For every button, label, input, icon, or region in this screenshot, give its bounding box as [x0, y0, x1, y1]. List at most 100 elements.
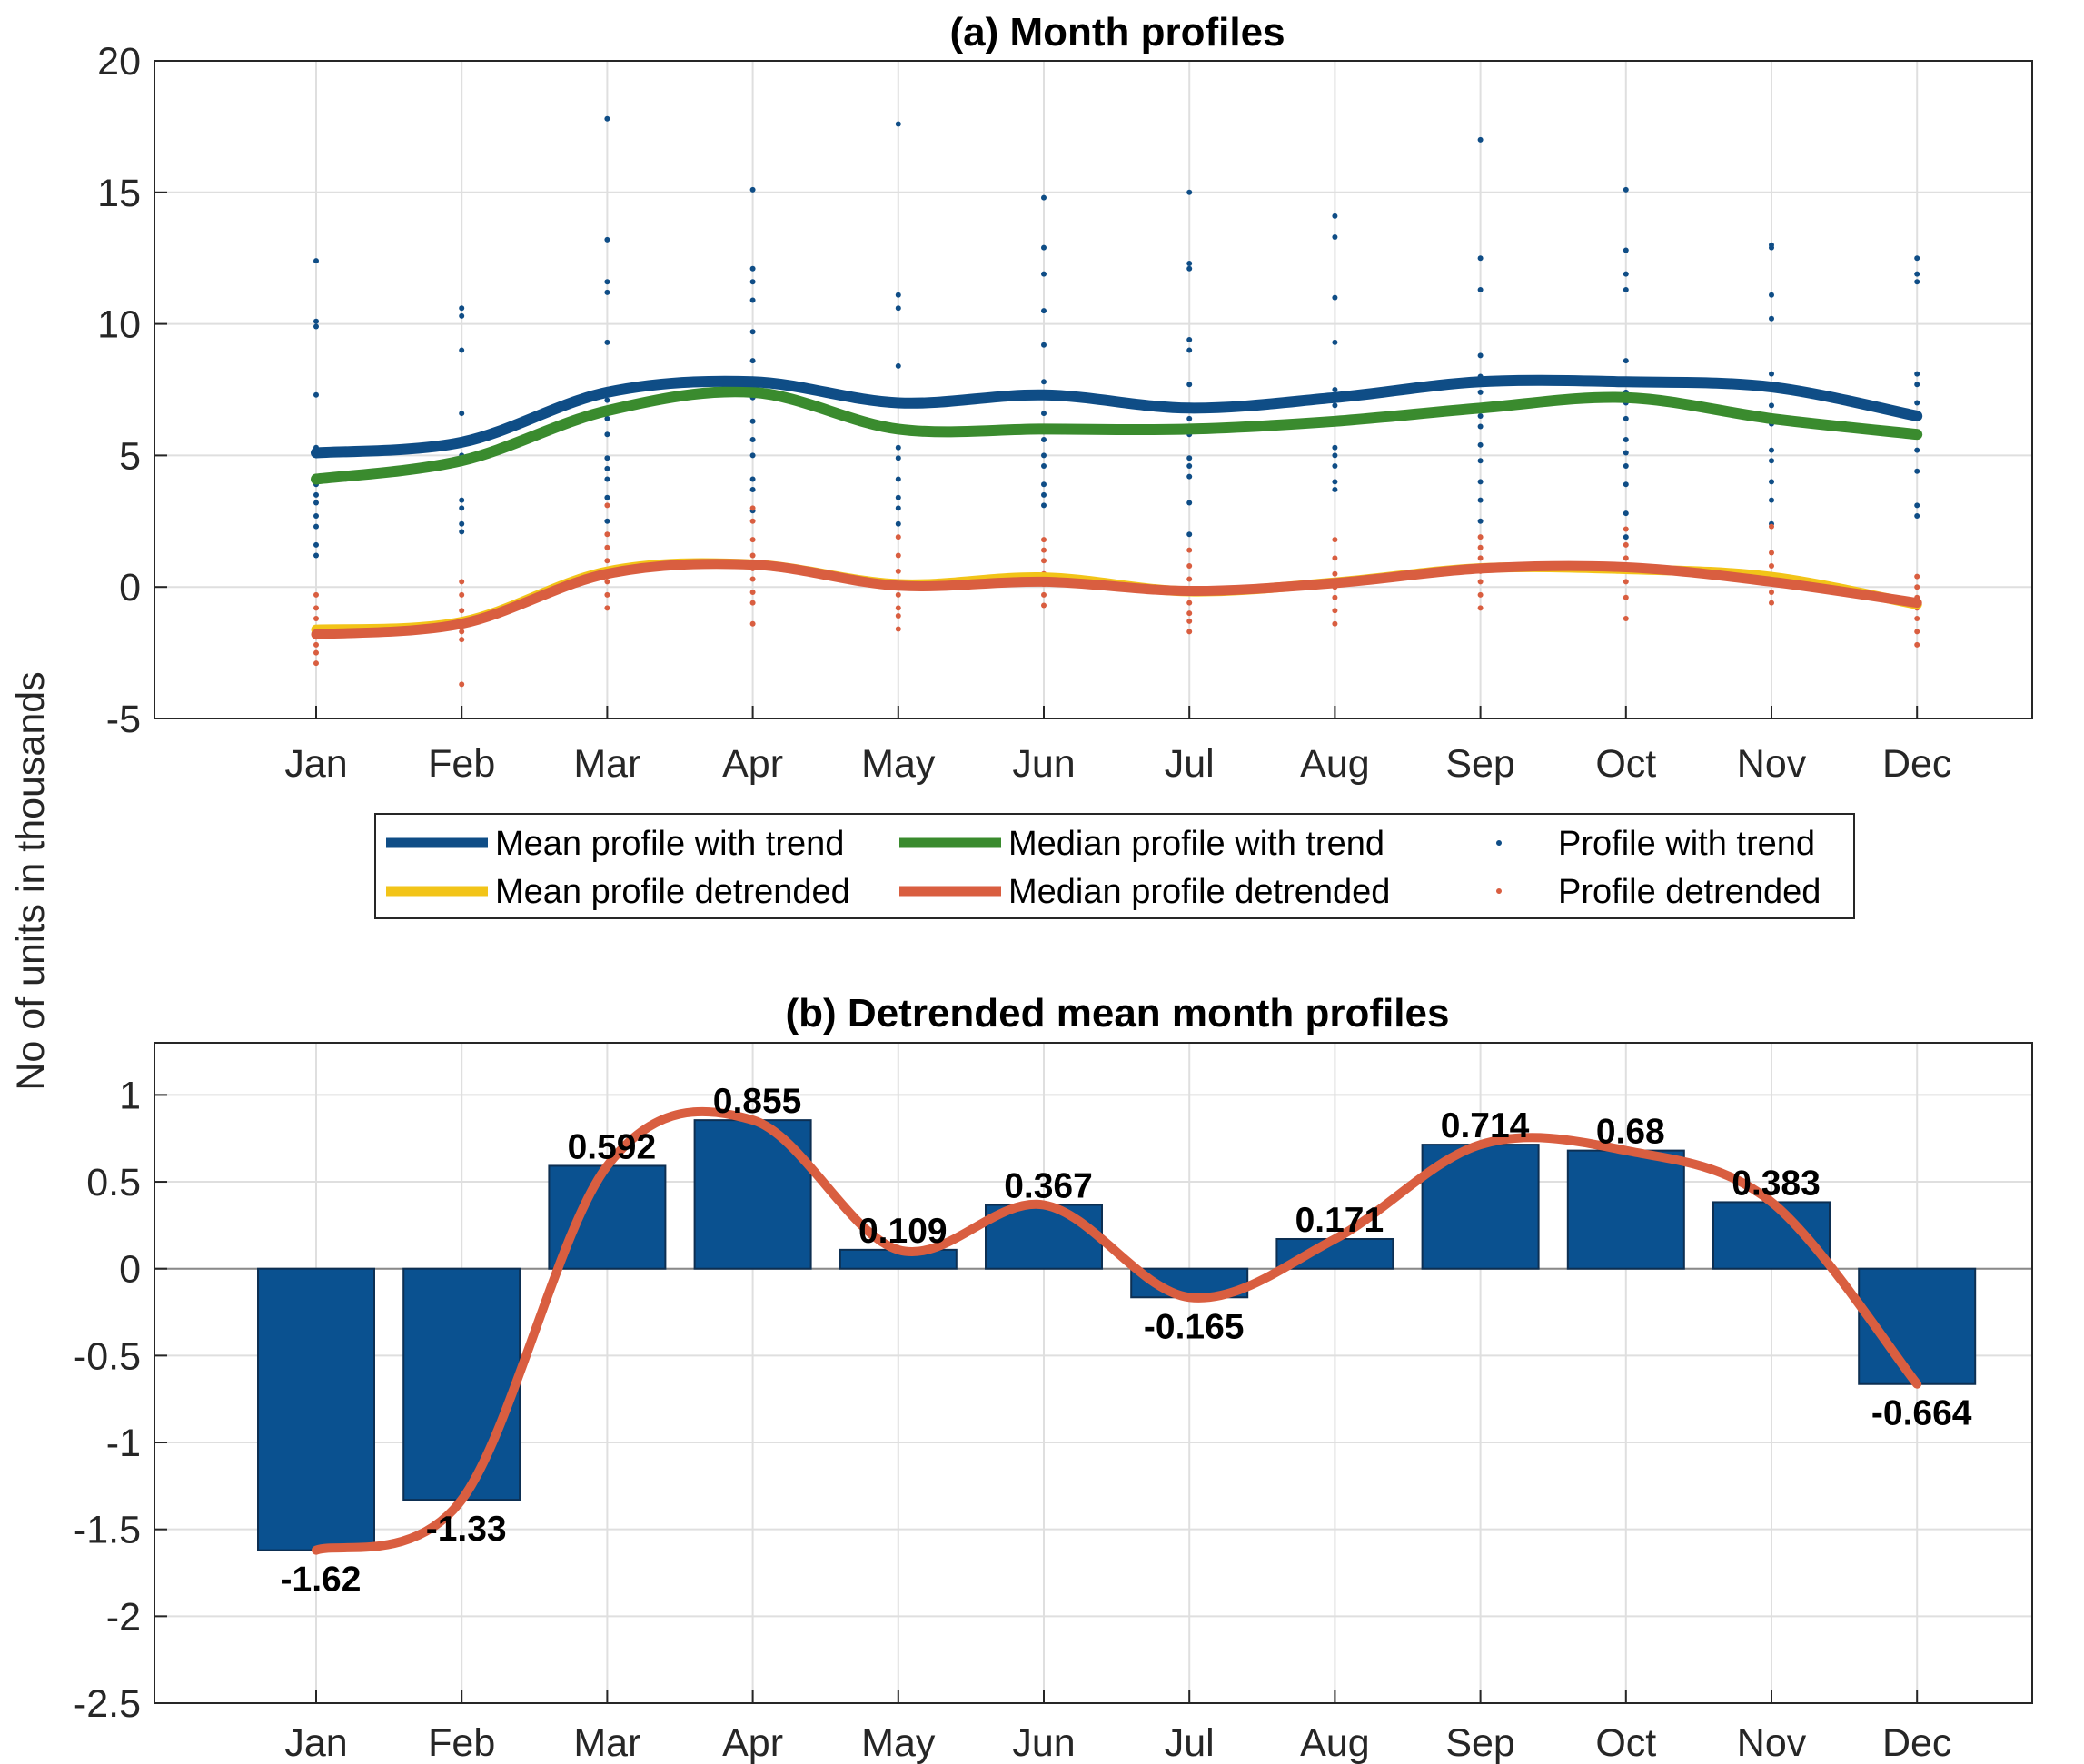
data-point — [1186, 610, 1193, 617]
data-point — [1914, 573, 1920, 580]
data-point — [1332, 555, 1338, 561]
data-point — [1041, 411, 1047, 417]
data-point — [749, 418, 756, 424]
bar-value-label: 0.367 — [1004, 1166, 1093, 1205]
data-point — [1041, 462, 1047, 469]
data-point — [604, 476, 610, 482]
data-point — [895, 494, 901, 500]
data-point — [604, 236, 610, 243]
data-point — [749, 576, 756, 582]
data-point — [1186, 531, 1193, 538]
y-tick-label: 0 — [119, 1248, 141, 1292]
bar-value-label: 0.68 — [1596, 1113, 1665, 1152]
data-point — [1914, 447, 1920, 453]
data-point — [1332, 570, 1338, 577]
x-tick-label: Mar — [573, 1721, 640, 1764]
data-point — [604, 115, 610, 122]
bar-value-label: -0.664 — [1871, 1394, 1972, 1433]
data-point — [604, 455, 610, 461]
data-point — [749, 600, 756, 606]
data-point — [1332, 294, 1338, 301]
data-point — [1623, 534, 1629, 540]
data-point — [313, 660, 319, 667]
data-point — [1186, 260, 1193, 266]
data-point — [1332, 234, 1338, 241]
data-point — [313, 605, 319, 611]
data-point — [749, 518, 756, 524]
data-point — [313, 323, 319, 330]
x-tick-label: Nov — [1737, 742, 1807, 786]
data-point — [1041, 437, 1047, 443]
data-point — [1623, 615, 1629, 621]
data-point — [749, 487, 756, 493]
x-tick-label: Dec — [1882, 742, 1951, 786]
data-point — [1769, 589, 1774, 595]
bar-value-label: 0.383 — [1732, 1164, 1821, 1203]
data-point — [313, 391, 319, 398]
data-point — [459, 608, 465, 614]
data-point — [1332, 620, 1338, 627]
data-point — [313, 641, 319, 648]
panel-b-axes-box — [154, 1042, 2033, 1704]
data-point — [604, 465, 610, 471]
data-point — [1041, 591, 1047, 598]
bar — [985, 1204, 1103, 1270]
bar-value-label: -0.165 — [1144, 1307, 1245, 1346]
data-point — [1769, 563, 1774, 570]
panel-b-y-ticks: 1 0.5 0 -0.5 -1 -1.5 -2 -2.5 — [74, 1074, 167, 1726]
data-point — [895, 362, 901, 369]
data-point — [1914, 371, 1920, 377]
data-point — [1041, 502, 1047, 509]
y-axis-label: No of units in thousands — [9, 671, 53, 1090]
bar-value-label: 0.855 — [713, 1082, 802, 1121]
data-point — [1186, 547, 1193, 553]
data-point — [1477, 497, 1484, 503]
data-point — [1914, 271, 1920, 277]
data-point — [1041, 308, 1047, 314]
panel-a-lines — [311, 374, 1923, 639]
data-point — [604, 339, 610, 345]
y-tick-label: 10 — [97, 303, 141, 347]
legend-box — [374, 813, 1855, 919]
data-point — [1769, 244, 1774, 251]
data-point — [1041, 342, 1047, 348]
x-tick-label: Dec — [1882, 1721, 1951, 1764]
data-point — [459, 579, 465, 585]
y-tick-label: 20 — [97, 40, 141, 84]
data-point — [1477, 352, 1484, 359]
data-point — [313, 491, 319, 498]
data-point — [1623, 286, 1629, 292]
x-tick-label: Jan — [284, 1721, 347, 1764]
y-tick-label: 5 — [119, 434, 141, 478]
data-point — [749, 358, 756, 364]
data-point — [1186, 618, 1193, 624]
data-point — [895, 605, 901, 611]
data-point — [1769, 447, 1774, 453]
data-point — [1186, 265, 1193, 272]
data-point — [604, 289, 610, 295]
x-tick-label: May — [861, 1721, 936, 1764]
data-point — [604, 397, 610, 403]
data-point — [1914, 400, 1920, 406]
y-tick-label: 1 — [119, 1074, 141, 1117]
data-point — [313, 649, 319, 656]
data-point — [895, 455, 901, 461]
data-point — [1477, 255, 1484, 262]
panel-b-curve — [312, 1106, 1922, 1555]
x-tick-label: Sep — [1445, 1721, 1515, 1764]
smooth-curve — [312, 1106, 1922, 1555]
data-point — [313, 541, 319, 548]
data-point — [1477, 423, 1484, 430]
data-point — [1332, 387, 1338, 392]
data-point — [1332, 608, 1338, 614]
data-point — [1623, 186, 1629, 193]
data-point — [313, 523, 319, 530]
data-point — [459, 520, 465, 527]
data-point — [749, 620, 756, 627]
data-point — [1914, 641, 1920, 648]
data-point — [604, 544, 610, 550]
data-point — [1623, 541, 1629, 548]
panel-a-month-profiles: (a) Month profiles 20 15 10 5 0 -5 Jan Feb Mar A… — [97, 10, 2033, 786]
data-point — [1186, 473, 1193, 480]
data-point — [1623, 271, 1629, 277]
